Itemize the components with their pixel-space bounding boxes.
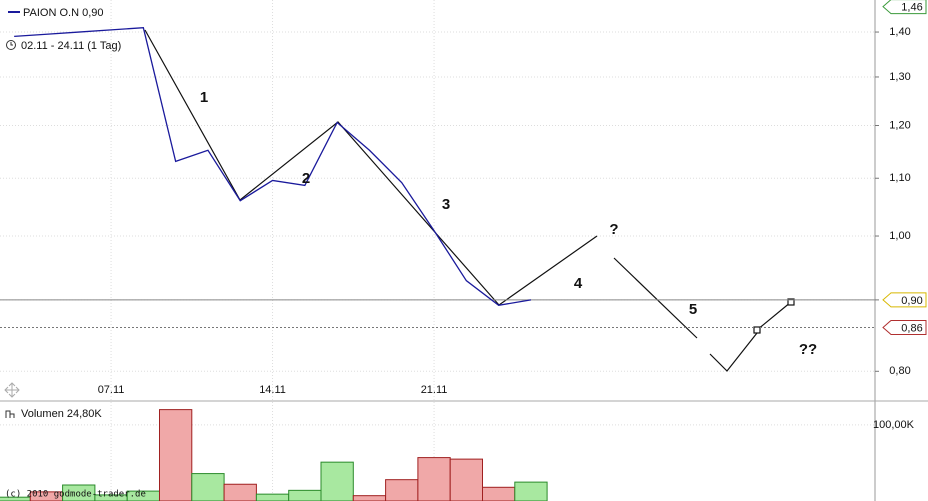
copyright: (c) 2010 godmode-trader.de [5,490,146,500]
volume-bar [514,481,548,501]
trend-line [144,29,598,306]
handle [787,298,795,306]
trend-line [709,332,758,372]
annotation: ? [609,221,618,238]
y-tick-label: 100,00K [873,419,915,431]
volume-bar [320,461,354,501]
volume-bar [191,473,225,501]
y-tick-label: 1,00 [889,230,910,242]
drawing [144,29,795,372]
price-marker-label: 0,90 [901,295,922,307]
volume-bar [449,458,484,501]
y-tick-label: 1,30 [889,71,910,83]
y-tick-label: 1,20 [889,119,910,131]
price-marker [882,0,927,15]
x-tick-label: 07.11 [98,384,125,396]
clock-icon [10,42,13,46]
annotation: 1 [200,89,208,106]
volume-bar [417,457,451,501]
trend-line [613,257,698,339]
annotation: ?? [799,341,817,358]
volume-icon [5,410,15,418]
y-tick-label: 1,10 [889,172,910,184]
move-icon [4,382,20,398]
range-label: 02.11 - 24.11 (1 Tag) [21,40,121,52]
x-tick-label: 21.11 [421,384,448,396]
volume-bar [288,489,322,501]
volume-bar [385,479,419,501]
volume-bar [255,493,290,501]
annotation: 5 [689,301,697,318]
legend-label: PAION O.N 0,90 [23,7,104,19]
price-marker [882,319,927,335]
annotation: 4 [574,275,583,292]
x-tick-label: 14.11 [259,384,286,396]
volume-bar [482,486,516,501]
volume-bar [159,409,193,501]
price-marker-label: 0,86 [901,322,922,334]
y-tick-label: 1,40 [889,26,910,38]
annotation: 3 [442,196,450,213]
price-marker [882,292,927,308]
trend-line [756,301,792,331]
price-marker-label: 1,46 [901,2,922,14]
volume-bar [352,495,387,501]
price-line-series [14,27,532,306]
y-tick-label: 0,80 [889,365,910,377]
volume-label: Volumen 24,80K [21,408,102,420]
annotation: 2 [302,170,310,187]
volume-bar [223,483,257,501]
clock-icon [6,40,16,50]
